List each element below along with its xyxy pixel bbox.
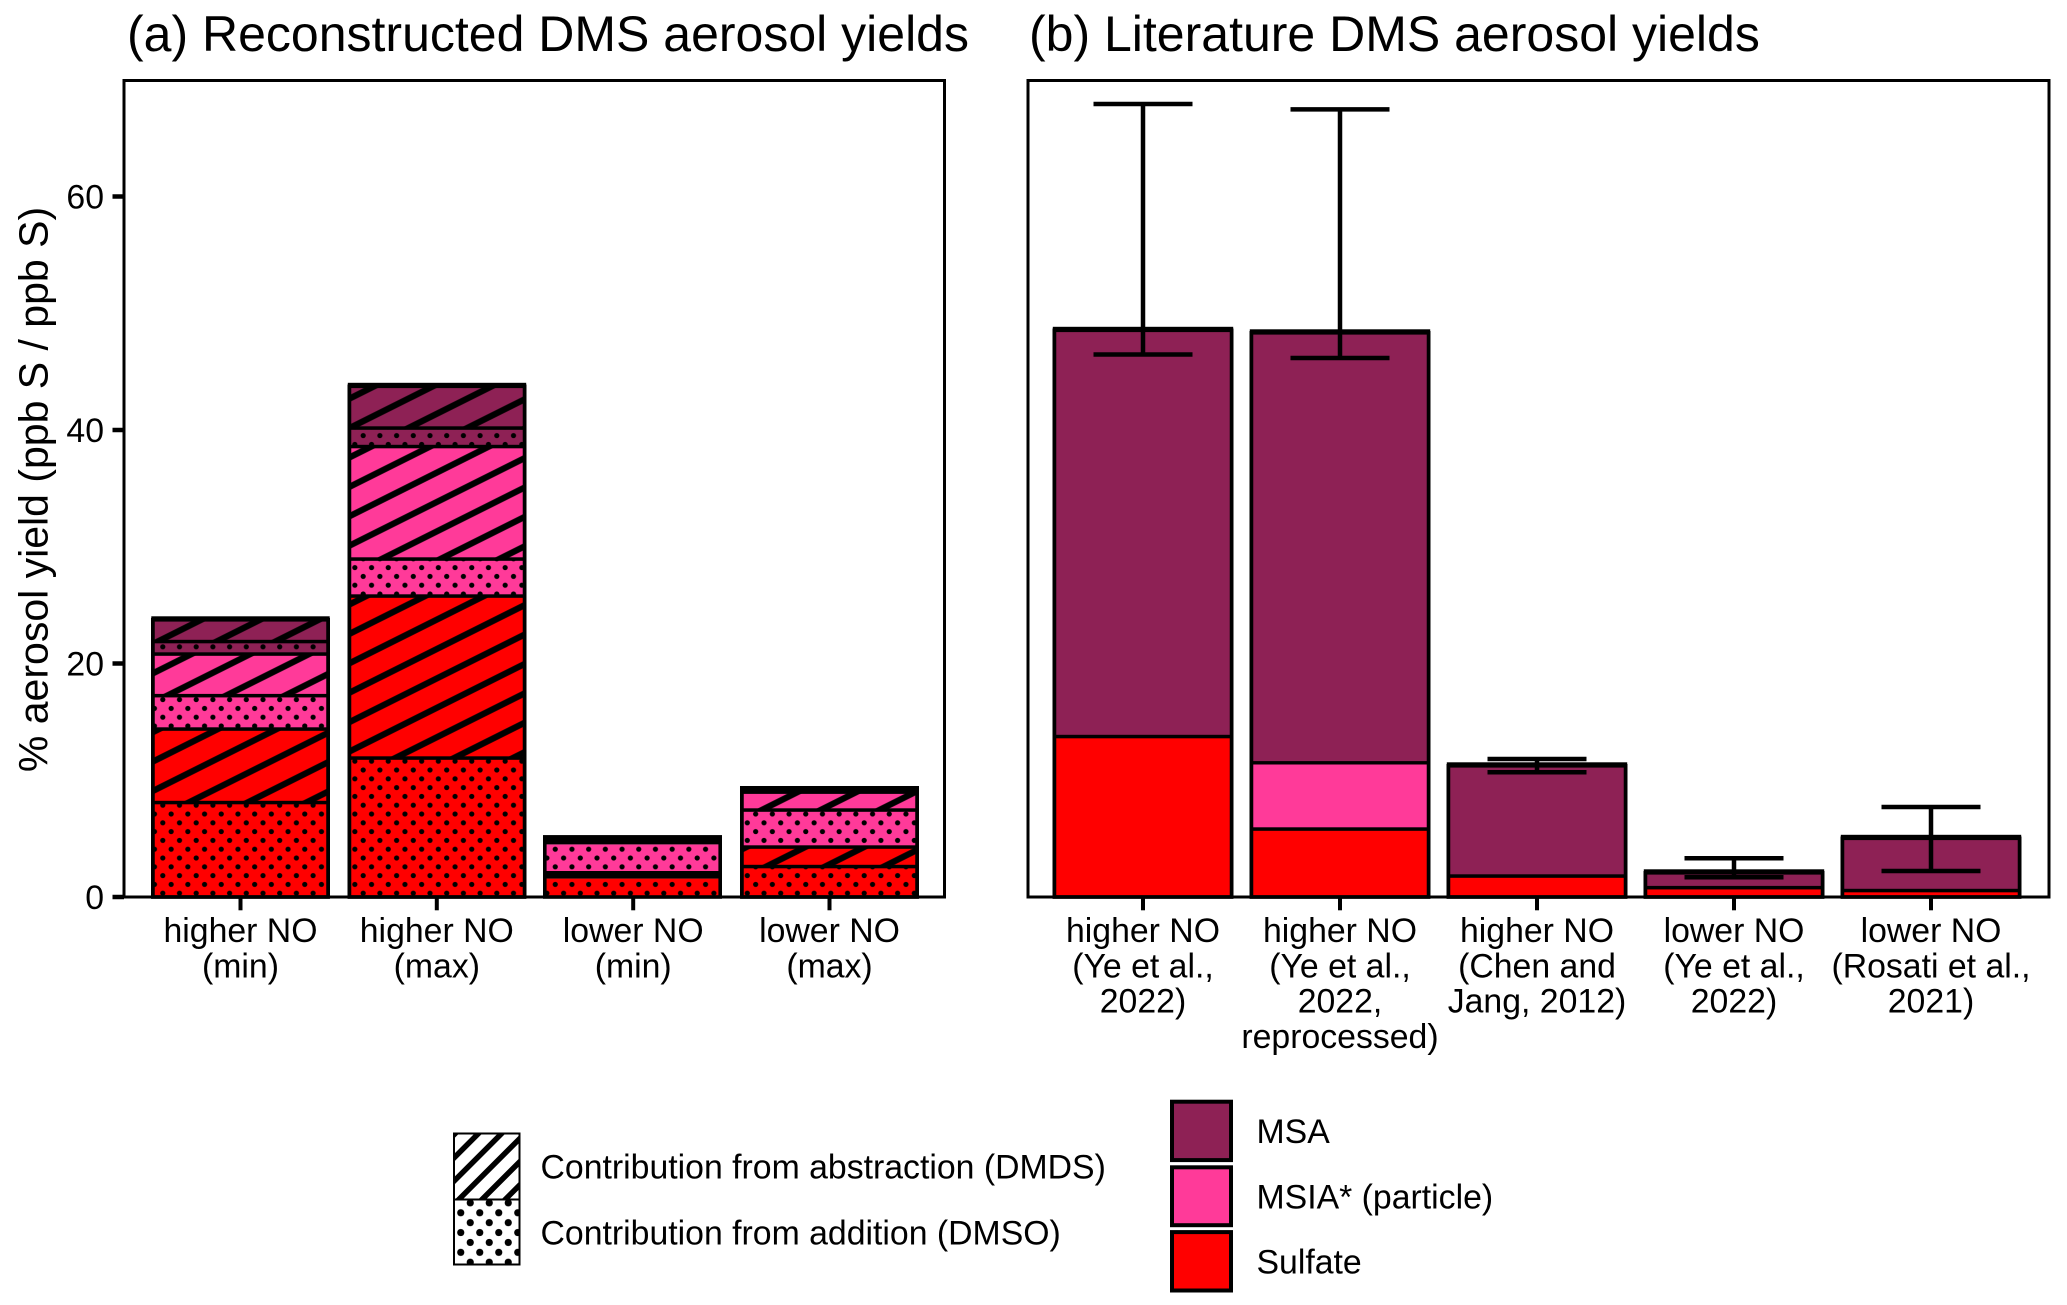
svg-text:MSIA* (particle): MSIA* (particle)	[1257, 1179, 1494, 1217]
svg-text:Sulfate: Sulfate	[1257, 1244, 1362, 1282]
svg-text:lower NO: lower NO	[1664, 912, 1805, 950]
svg-text:(min): (min)	[595, 947, 672, 985]
svg-text:Contribution from addition (DM: Contribution from addition (DMSO)	[541, 1214, 1061, 1252]
svg-text:2022,: 2022,	[1298, 983, 1383, 1021]
svg-text:MSA: MSA	[1257, 1113, 1331, 1151]
svg-text:(Ye et al.,: (Ye et al.,	[1269, 947, 1411, 985]
svg-text:60: 60	[66, 179, 104, 217]
svg-text:lower NO: lower NO	[759, 912, 900, 950]
svg-text:(Ye et al.,: (Ye et al.,	[1072, 947, 1214, 985]
svg-text:(a) Reconstructed DMS aerosol: (a) Reconstructed DMS aerosol yields	[127, 6, 969, 62]
svg-text:2021): 2021)	[1888, 983, 1974, 1021]
svg-text:higher NO: higher NO	[360, 912, 514, 950]
svg-text:40: 40	[66, 412, 104, 450]
svg-text:(min): (min)	[202, 947, 279, 985]
svg-text:% aerosol yield (ppb S / ppb S: % aerosol yield (ppb S / ppb S)	[11, 207, 57, 772]
svg-text:(b) Literature DMS aerosol yie: (b) Literature DMS aerosol yields	[1029, 6, 1760, 62]
svg-text:2022): 2022)	[1100, 983, 1186, 1021]
svg-text:Contribution from abstraction: Contribution from abstraction (DMDS)	[541, 1149, 1106, 1187]
svg-text:higher NO: higher NO	[1066, 912, 1220, 950]
svg-text:higher NO: higher NO	[1460, 912, 1614, 950]
svg-text:(max): (max)	[786, 947, 872, 985]
svg-text:lower NO: lower NO	[563, 912, 704, 950]
svg-text:(Ye et al.,: (Ye et al.,	[1663, 947, 1805, 985]
svg-text:higher NO: higher NO	[163, 912, 317, 950]
svg-text:higher NO: higher NO	[1263, 912, 1417, 950]
svg-text:(Rosati et al.,: (Rosati et al.,	[1831, 947, 2030, 985]
svg-text:reprocessed): reprocessed)	[1241, 1018, 1438, 1056]
svg-text:(Chen and: (Chen and	[1458, 947, 1616, 985]
svg-text:(max): (max)	[394, 947, 480, 985]
svg-text:0: 0	[85, 879, 104, 917]
svg-text:lower NO: lower NO	[1861, 912, 2002, 950]
svg-text:2022): 2022)	[1691, 983, 1777, 1021]
svg-text:20: 20	[66, 646, 104, 684]
svg-text:Jang, 2012): Jang, 2012)	[1448, 983, 1627, 1021]
